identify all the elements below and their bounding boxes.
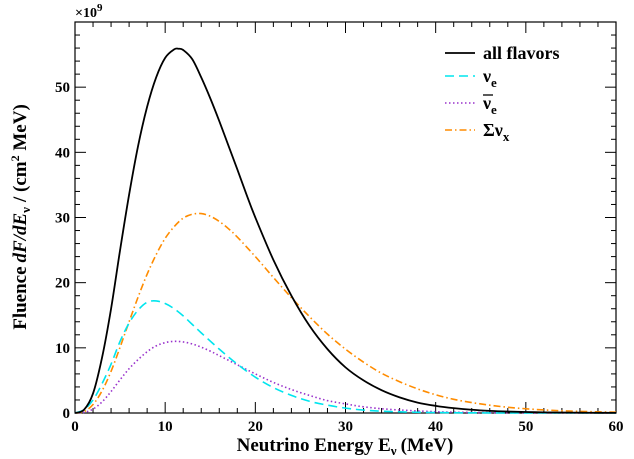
y-tick-label: 0 xyxy=(63,406,71,422)
series-line-0 xyxy=(74,47,617,414)
legend-label-2: νe xyxy=(482,93,497,117)
plot-frame xyxy=(74,21,617,414)
x-tick-label: 60 xyxy=(609,419,624,435)
x-axis-label: Neutrino Energy Eν (MeV) xyxy=(237,435,454,458)
x-tick-label: 10 xyxy=(158,419,173,435)
legend: all flavors νe νe Σνx xyxy=(445,43,560,144)
y-multiplier: ×109 xyxy=(75,2,103,21)
axis-ticks: 0 10 20 30 40 50 60 0 10 20 30 40 50 xyxy=(55,21,624,435)
x-tick-label: 30 xyxy=(338,419,353,435)
series-line-1 xyxy=(74,300,617,414)
series-line-3 xyxy=(74,212,617,414)
y-tick-label: 10 xyxy=(55,341,70,357)
series-curves xyxy=(74,47,617,414)
legend-label-3: Σνx xyxy=(483,120,510,144)
y-axis-label: FluencedF/dEν/ (cm2 MeV) xyxy=(8,104,33,330)
x-tick-label: 50 xyxy=(518,419,533,435)
x-tick-label: 40 xyxy=(428,419,443,435)
series-line-2 xyxy=(74,340,617,414)
legend-label-0: all flavors xyxy=(483,43,560,63)
legend-label-1: νe xyxy=(482,66,497,90)
x-tick-label: 20 xyxy=(248,419,263,435)
y-tick-label: 20 xyxy=(55,276,70,292)
y-tick-label: 40 xyxy=(55,145,70,161)
y-tick-label: 50 xyxy=(55,80,70,96)
y-tick-label: 30 xyxy=(55,211,70,227)
x-tick-label: 0 xyxy=(71,419,79,435)
